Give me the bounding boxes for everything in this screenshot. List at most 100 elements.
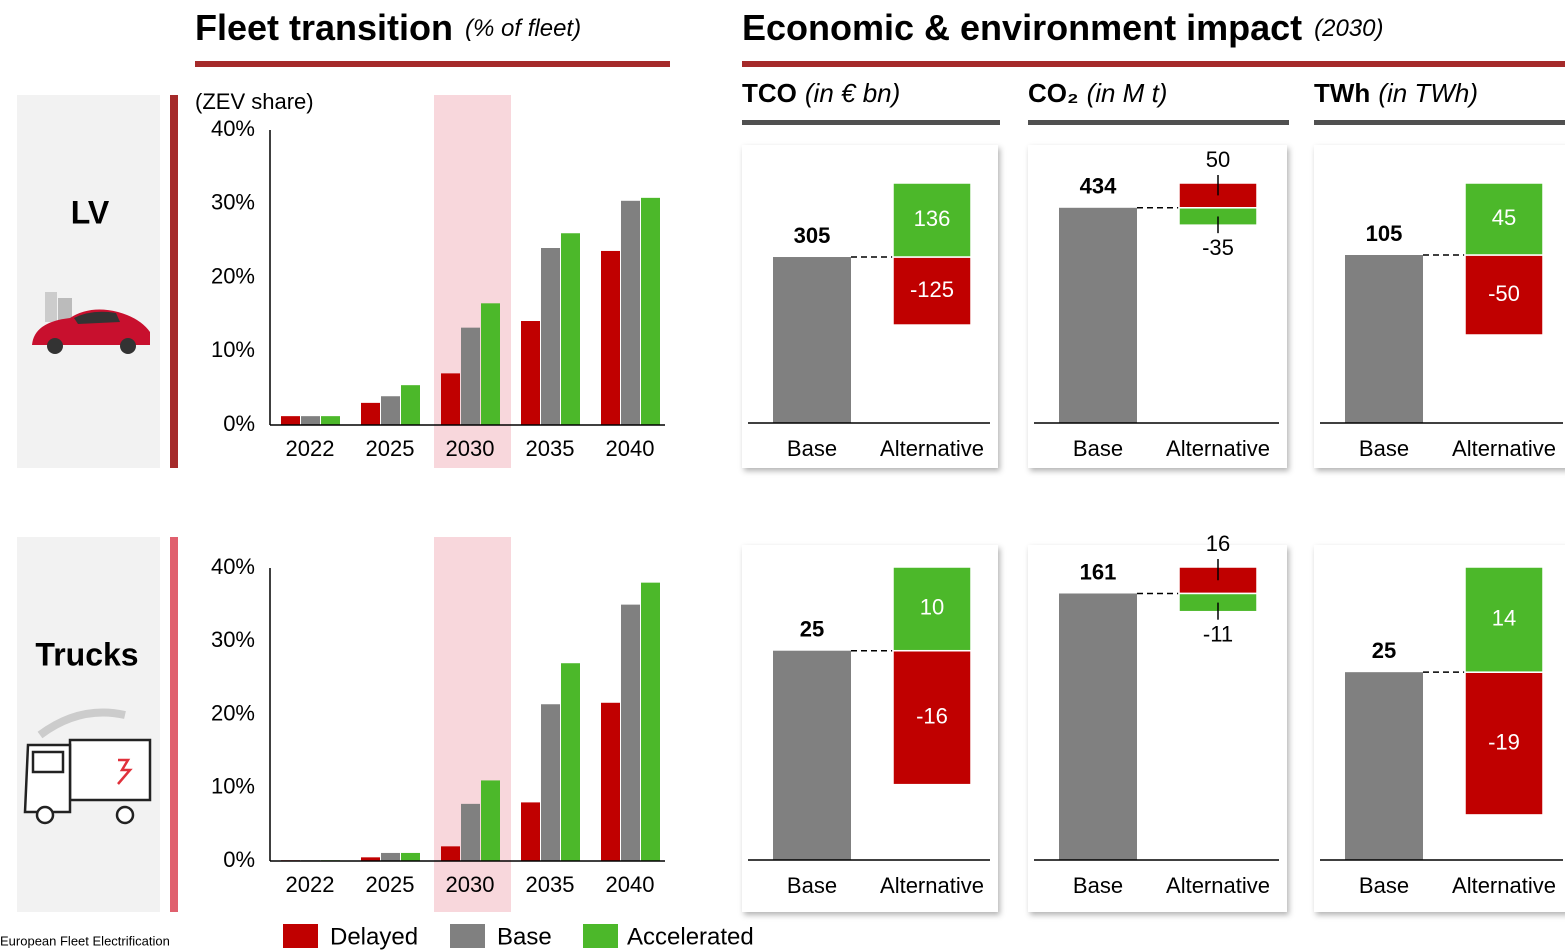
row-bar xyxy=(170,95,178,468)
y-tick-label: 10% xyxy=(211,337,255,362)
bar xyxy=(481,303,500,425)
panel-title-name: TWh xyxy=(1314,78,1370,108)
row-box xyxy=(17,537,160,912)
delta-bar xyxy=(1464,566,1544,673)
bar xyxy=(381,396,400,425)
row-bar xyxy=(170,537,178,912)
car-icon xyxy=(32,292,150,354)
legend-label: Base xyxy=(497,923,552,950)
x-tick-label: 2030 xyxy=(446,872,495,897)
footnote: European Fleet Electrification xyxy=(0,933,170,948)
heading-unit: (% of fleet) xyxy=(465,15,581,42)
bar xyxy=(621,604,640,861)
panel-title-name: TCO xyxy=(742,78,797,108)
bar xyxy=(361,402,380,425)
heading-title: Economic & environment impact xyxy=(742,7,1302,48)
x-tick-label: Alternative xyxy=(1166,436,1270,461)
delta-bar xyxy=(892,566,972,652)
bar xyxy=(401,385,420,425)
base-bar xyxy=(1059,593,1137,860)
heading-title: Fleet transition xyxy=(195,7,453,48)
delta-bar xyxy=(892,649,972,786)
x-tick-label: 2025 xyxy=(366,436,415,461)
legend-label: Accelerated xyxy=(627,923,754,950)
bar xyxy=(601,702,620,861)
bar xyxy=(461,803,480,861)
bar xyxy=(321,416,340,425)
delta-value: -50 xyxy=(1488,281,1520,306)
panel-rule xyxy=(1028,120,1289,125)
x-tick-label: Alternative xyxy=(880,436,984,461)
y-tick-label: 0% xyxy=(223,411,255,436)
panel-title-unit: (in M t) xyxy=(1087,78,1168,108)
x-tick-label: Base xyxy=(1359,436,1409,461)
x-tick-label: Base xyxy=(787,873,837,898)
bar xyxy=(481,780,500,861)
legend-swatch xyxy=(450,924,485,948)
delta-value: -35 xyxy=(1202,235,1234,260)
panel-rule xyxy=(742,120,1000,125)
base-value: 105 xyxy=(1366,221,1403,246)
panel-title-unit: (in € bn) xyxy=(805,78,900,108)
panel-title-unit: (in TWh) xyxy=(1378,78,1478,108)
delta-value: 136 xyxy=(914,206,951,231)
delta-value: 10 xyxy=(920,595,944,620)
panel-title: TWh (in TWh) xyxy=(1314,78,1478,108)
y-tick-label: 40% xyxy=(211,116,255,141)
delta-value: 50 xyxy=(1206,147,1230,172)
base-bar xyxy=(1345,672,1423,860)
bar xyxy=(561,233,580,425)
panel-title: CO₂ (in M t) xyxy=(1028,78,1167,108)
panel-rule xyxy=(1314,120,1565,125)
x-tick-label: Base xyxy=(1073,873,1123,898)
bar xyxy=(281,416,300,425)
x-tick-label: 2035 xyxy=(526,436,575,461)
y-tick-label: 40% xyxy=(211,554,255,579)
panel-title: TCO (in € bn) xyxy=(742,78,900,108)
bar xyxy=(381,852,400,861)
base-value: 25 xyxy=(1372,638,1396,663)
delta-value: 45 xyxy=(1492,205,1516,230)
x-tick-label: 2030 xyxy=(446,436,495,461)
legend-label: Delayed xyxy=(330,923,418,950)
row-box xyxy=(17,95,160,468)
bar xyxy=(541,248,560,425)
bar xyxy=(641,197,660,425)
x-tick-label: Alternative xyxy=(1452,873,1556,898)
base-bar xyxy=(773,257,851,423)
delta-bar xyxy=(1464,182,1544,256)
x-tick-label: 2025 xyxy=(366,872,415,897)
x-tick-label: Base xyxy=(787,436,837,461)
x-tick-label: Alternative xyxy=(1452,436,1556,461)
delta-bar xyxy=(892,182,972,258)
y-axis-label: (ZEV share) xyxy=(195,89,314,114)
base-value: 25 xyxy=(800,617,824,642)
bar xyxy=(541,704,560,861)
delta-value: -16 xyxy=(916,703,948,728)
legend-swatch xyxy=(283,924,318,948)
base-bar xyxy=(1345,255,1423,423)
delta-bar xyxy=(1464,671,1544,816)
row-label: Trucks xyxy=(35,636,138,672)
bar xyxy=(301,416,320,425)
x-tick-label: 2035 xyxy=(526,872,575,897)
heading-unit: (2030) xyxy=(1314,15,1383,42)
base-bar xyxy=(773,650,851,860)
bar xyxy=(621,200,640,425)
delta-value: -125 xyxy=(910,277,954,302)
x-tick-label: Alternative xyxy=(1166,873,1270,898)
legend-swatch xyxy=(583,924,618,948)
bar xyxy=(641,582,660,861)
base-value: 161 xyxy=(1080,559,1117,584)
bar xyxy=(441,846,460,861)
x-tick-label: 2022 xyxy=(286,872,335,897)
bar xyxy=(361,857,380,861)
heading-rule xyxy=(742,61,1565,67)
y-tick-label: 20% xyxy=(211,700,255,725)
heading-rule xyxy=(195,61,670,67)
y-tick-label: 20% xyxy=(211,263,255,288)
x-tick-label: Base xyxy=(1359,873,1409,898)
truck-icon xyxy=(23,708,152,825)
x-tick-label: Base xyxy=(1073,436,1123,461)
